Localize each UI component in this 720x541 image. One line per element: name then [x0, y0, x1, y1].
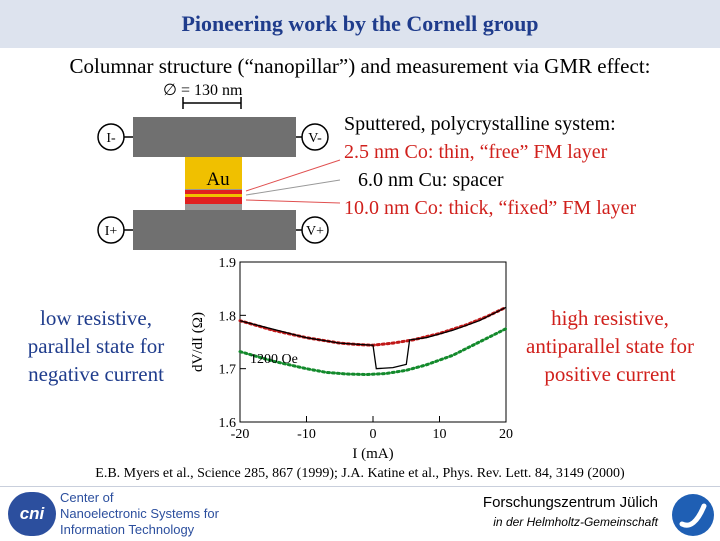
plot-frame [239, 261, 507, 423]
terminal-v-plus [301, 216, 329, 244]
bottom-electrode [133, 210, 296, 250]
top-electrode [133, 117, 296, 157]
left-note-line: negative current [28, 362, 164, 386]
right-note-line: antiparallel state for [526, 334, 694, 358]
x-tick-label: -10 [297, 427, 316, 442]
x-tick-label: 10 [433, 427, 447, 442]
y-tick-label: 1.6 [219, 416, 237, 431]
x-tick-label: 20 [499, 427, 513, 442]
terminal-v-minus-label: V- [308, 131, 322, 146]
left-note-line: parallel state for [27, 334, 165, 358]
left-note: low resistive, parallel state for negati… [10, 304, 182, 388]
layer-spacer: 6.0 nm Cu: spacer [358, 169, 504, 191]
y-tick-label: 1.8 [219, 309, 237, 324]
au-label: Au [206, 169, 230, 190]
layer-free: 2.5 nm Co: thin, “free” FM layer [344, 141, 608, 163]
fz-logo-mark [679, 503, 707, 528]
fz-logo [672, 494, 714, 536]
diameter-label: ∅ = 130 nm [163, 82, 243, 99]
cni-line: Nanoelectronic Systems for [60, 506, 219, 521]
left-note-line: low resistive, [40, 306, 152, 330]
layer-fixed: 10.0 nm Co: thick, “fixed” FM layer [344, 197, 637, 219]
chart-series [238, 305, 508, 377]
chart-ylabel: dV/dI (Ω) [190, 312, 206, 372]
layer-description: Sputtered, polycrystalline system: 2.5 n… [344, 110, 636, 222]
pointer-spacer [245, 179, 341, 196]
terminal-i-minus-label: I- [106, 131, 116, 146]
right-note-line: high resistive, [551, 306, 669, 330]
terminal-i-plus [97, 216, 125, 244]
title-bar: Pioneering work by the Cornell group [0, 0, 720, 48]
pointer-fixed-layer [245, 199, 341, 204]
gmr-chart: -20 -10 0 10 20 1.6 1.7 1.8 1.9 1200 Oe dV/dI (Ω… [190, 256, 514, 462]
page-title: Pioneering work by the Cornell group [181, 11, 539, 36]
chart-axes: -20 -10 0 10 20 1.6 1.7 1.8 1.9 [219, 256, 514, 442]
cni-logo: cni [8, 492, 56, 536]
layers-intro: Sputtered, polycrystalline system: [344, 113, 616, 135]
series-line-3 [239, 306, 507, 370]
series-line-2 [238, 327, 508, 377]
fz-subtitle: in der Helmholtz-Gemeinschaft [493, 515, 658, 529]
cni-line: Information Technology [60, 522, 195, 537]
x-tick-label: -20 [231, 427, 250, 442]
chart-annotation: 1200 Oe [250, 352, 298, 367]
footer [0, 486, 720, 541]
terminal-i-plus-label: I+ [105, 224, 118, 239]
cu-spacer-layer [185, 194, 242, 197]
au-layer [185, 157, 242, 189]
chart-xlabel: I (mA) [352, 446, 393, 462]
fz-name: Forschungszentrum Jülich [482, 494, 658, 511]
y-tick-label: 1.9 [219, 256, 237, 271]
y-tick-label: 1.7 [219, 363, 237, 378]
right-note-line: positive current [544, 362, 676, 386]
co-fixed-layer [185, 197, 242, 204]
terminal-i-minus [97, 123, 125, 151]
pointer-free-layer [245, 159, 341, 192]
terminal-v-plus-label: V+ [306, 224, 324, 239]
right-note: high resistive, antiparallel state for p… [506, 304, 714, 388]
x-tick-label: 0 [370, 427, 377, 442]
co-free-layer [185, 190, 242, 194]
cni-line: Center of [60, 490, 114, 505]
cni-name: Center of Nanoelectronic Systems for Inf… [60, 490, 219, 538]
terminal-v-minus [301, 123, 329, 151]
reference-line: E.B. Myers et al., Science 285, 867 (199… [95, 466, 625, 481]
slide-subtitle: Columnar structure (“nanopillar”) and me… [69, 54, 651, 78]
